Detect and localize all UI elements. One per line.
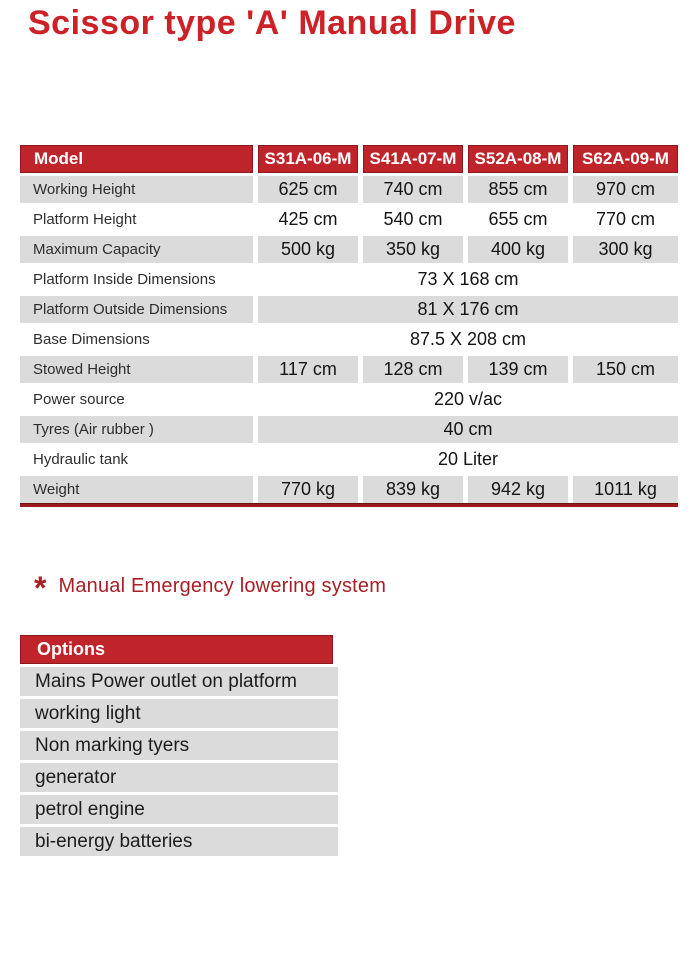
row-label: Platform Inside Dimensions [33, 271, 216, 288]
row-value: 740 cm [363, 176, 463, 203]
table-row: Stowed Height 117 cm 128 cm 139 cm 150 c… [20, 356, 678, 383]
row-value: 770 cm [595, 209, 656, 229]
table-row: Platform Inside Dimensions 73 X 168 cm [20, 266, 678, 293]
row-label: Platform Outside Dimensions [20, 296, 253, 323]
table-row: Tyres (Air rubber ) 40 cm [20, 416, 678, 443]
table-row: Maximum Capacity 500 kg 350 kg 400 kg 30… [20, 236, 678, 263]
row-span-value: 20 Liter [437, 449, 499, 469]
option-item: Mains Power outlet on platform [20, 667, 338, 696]
row-value: 770 kg [258, 476, 358, 503]
options-header: Options [20, 635, 333, 664]
options-table: Options Mains Power outlet on platform w… [20, 635, 340, 859]
table-row: Platform Height 425 cm 540 cm 655 cm 770… [20, 206, 678, 233]
row-value: 300 kg [573, 236, 678, 263]
note-text: Manual Emergency lowering system [58, 574, 387, 597]
table-row: Base Dimensions 87.5 X 208 cm [20, 326, 678, 353]
row-value: 128 cm [363, 356, 463, 383]
row-label: Working Height [20, 176, 253, 203]
option-item: bi-energy batteries [20, 827, 338, 856]
row-span-value: 220 v/ac [433, 389, 503, 409]
spec-header-model-4: S62A-09-M [573, 145, 678, 173]
row-label: Maximum Capacity [20, 236, 253, 263]
spec-header-model-1: S31A-06-M [258, 145, 358, 173]
option-item: petrol engine [20, 795, 338, 824]
row-value: 839 kg [363, 476, 463, 503]
row-span-value: 40 cm [258, 416, 678, 443]
option-item: Non marking tyers [20, 731, 338, 760]
row-label: Platform Height [33, 211, 137, 228]
row-value: 425 cm [278, 209, 338, 229]
emergency-note: * Manual Emergency lowering system [34, 570, 387, 606]
row-value: 117 cm [258, 356, 358, 383]
row-label: Tyres (Air rubber ) [20, 416, 253, 443]
row-value: 139 cm [468, 356, 568, 383]
row-value: 655 cm [488, 209, 548, 229]
row-span-value: 87.5 X 208 cm [409, 329, 527, 349]
row-label: Weight [20, 476, 253, 503]
row-label: Power source [33, 391, 125, 408]
table-row: Power source 220 v/ac [20, 386, 678, 413]
row-value: 855 cm [468, 176, 568, 203]
spec-header-model-3: S52A-08-M [468, 145, 568, 173]
spec-table: Model S31A-06-M S41A-07-M S52A-08-M S62A… [20, 145, 678, 506]
row-label: Hydraulic tank [33, 451, 129, 468]
table-row: Working Height 625 cm 740 cm 855 cm 970 … [20, 176, 678, 203]
row-label: Base Dimensions [33, 331, 150, 348]
row-value: 625 cm [258, 176, 358, 203]
row-value: 1011 kg [573, 476, 678, 503]
row-value: 150 cm [573, 356, 678, 383]
table-bottom-divider [20, 503, 678, 507]
table-row: Hydraulic tank 20 Liter [20, 446, 678, 473]
row-value: 500 kg [258, 236, 358, 263]
row-value: 970 cm [573, 176, 678, 203]
row-span-value: 81 X 176 cm [258, 296, 678, 323]
row-value: 350 kg [363, 236, 463, 263]
option-item: generator [20, 763, 338, 792]
page-title: Scissor type 'A' Manual Drive [28, 4, 516, 42]
spec-header-model-2: S41A-07-M [363, 145, 463, 173]
asterisk-icon: * [34, 570, 47, 606]
table-row: Weight 770 kg 839 kg 942 kg 1011 kg [20, 476, 678, 503]
row-label: Stowed Height [20, 356, 253, 383]
option-item: working light [20, 699, 338, 728]
spec-header-model: Model [20, 145, 253, 173]
table-row: Platform Outside Dimensions 81 X 176 cm [20, 296, 678, 323]
spec-table-header-row: Model S31A-06-M S41A-07-M S52A-08-M S62A… [20, 145, 678, 173]
row-value: 400 kg [468, 236, 568, 263]
row-span-value: 73 X 168 cm [417, 269, 519, 289]
row-value: 942 kg [468, 476, 568, 503]
row-value: 540 cm [383, 209, 443, 229]
